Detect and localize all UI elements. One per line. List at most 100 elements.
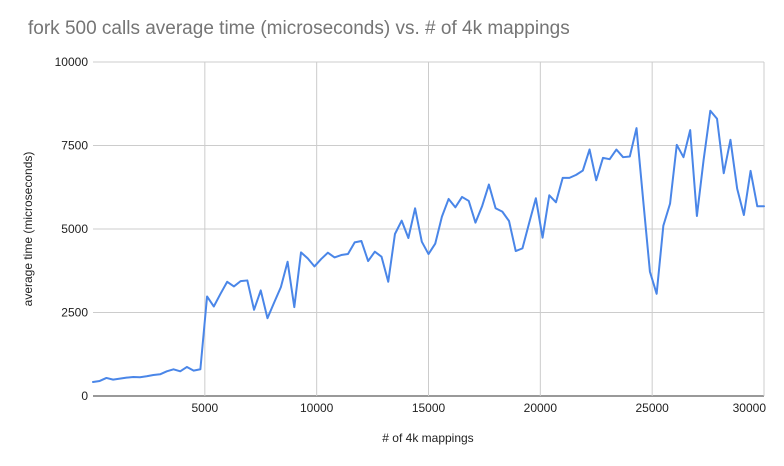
y-tick-label: 7500 — [61, 139, 88, 153]
data-point — [327, 252, 329, 254]
data-point — [401, 220, 403, 222]
data-point — [159, 373, 161, 375]
data-point — [240, 280, 242, 282]
data-point — [696, 215, 698, 217]
data-point — [293, 306, 295, 308]
tick-labels: 0 2500 5000 7500 10000 5000 10000 15000 20000 250… — [55, 55, 767, 415]
data-point — [179, 370, 181, 372]
data-point — [454, 206, 456, 208]
data-point — [193, 370, 195, 372]
data-point — [756, 205, 758, 207]
chart-title: fork 500 calls average time (microsecond… — [28, 18, 570, 39]
data-point — [260, 289, 262, 291]
data-point — [166, 370, 168, 372]
data-point — [488, 184, 490, 186]
data-point — [273, 301, 275, 303]
data-point — [99, 380, 101, 382]
data-point — [132, 376, 134, 378]
data-point — [307, 257, 309, 259]
data-point — [246, 279, 248, 281]
data-point — [562, 177, 564, 179]
data-point — [649, 271, 651, 273]
x-tick-label: 30000 — [733, 401, 767, 415]
data-point — [434, 243, 436, 245]
data-point — [495, 207, 497, 209]
data-point — [173, 368, 175, 370]
data-point — [213, 305, 215, 307]
x-tick-label: 5000 — [191, 401, 218, 415]
series-layer — [92, 109, 765, 383]
data-point — [568, 177, 570, 179]
data-point — [219, 293, 221, 295]
data-point — [367, 260, 369, 262]
data-point — [575, 174, 577, 176]
data-point — [226, 281, 228, 283]
x-tick-label: 20000 — [524, 401, 558, 415]
data-point — [387, 281, 389, 283]
data-point — [441, 216, 443, 218]
data-point — [266, 317, 268, 319]
data-point — [729, 139, 731, 141]
data-point — [595, 179, 597, 181]
data-point — [636, 127, 638, 129]
data-point — [736, 188, 738, 190]
data-point — [555, 201, 557, 203]
data-point — [589, 149, 591, 151]
data-point — [340, 254, 342, 256]
x-tick-label: 10000 — [300, 401, 334, 415]
data-point — [152, 374, 154, 376]
data-point — [622, 156, 624, 158]
data-point — [320, 258, 322, 260]
data-point — [280, 286, 282, 288]
data-point — [763, 205, 765, 207]
data-point — [642, 200, 644, 202]
data-point — [609, 158, 611, 160]
data-point — [723, 172, 725, 174]
data-point — [360, 240, 362, 242]
data-point — [521, 247, 523, 249]
data-point — [750, 170, 752, 172]
data-point — [689, 129, 691, 131]
data-point — [474, 222, 476, 224]
data-point — [669, 203, 671, 205]
data-point — [119, 378, 121, 380]
data-point — [743, 214, 745, 216]
data-point — [602, 157, 604, 159]
data-point — [126, 377, 128, 379]
data-point — [347, 253, 349, 255]
data-point — [428, 253, 430, 255]
data-point — [481, 205, 483, 207]
data-point — [146, 375, 148, 377]
data-point — [421, 241, 423, 243]
data-point — [414, 207, 416, 209]
data-point — [662, 225, 664, 227]
data-point — [508, 220, 510, 222]
y-axis-title: average time (microseconds) — [21, 152, 35, 307]
data-point — [468, 200, 470, 202]
data-point — [542, 237, 544, 239]
data-point — [676, 144, 678, 146]
data-point — [381, 256, 383, 258]
data-point — [354, 241, 356, 243]
y-tick-label: 2500 — [61, 306, 88, 320]
data-point — [709, 110, 711, 112]
data-point — [582, 170, 584, 172]
data-point — [461, 196, 463, 198]
data-point — [629, 156, 631, 158]
x-axis-title: # of 4k mappings — [382, 431, 473, 445]
data-point — [253, 309, 255, 311]
data-point — [199, 368, 201, 370]
data-point — [374, 251, 376, 253]
data-point — [515, 250, 517, 252]
data-point — [501, 211, 503, 213]
data-point — [548, 194, 550, 196]
data-point — [703, 159, 705, 161]
data-point — [105, 377, 107, 379]
data-point — [112, 379, 114, 381]
data-point — [394, 233, 396, 235]
data-point — [656, 293, 658, 295]
data-point — [313, 265, 315, 267]
data-point — [535, 197, 537, 199]
x-tick-label: 25000 — [635, 401, 669, 415]
